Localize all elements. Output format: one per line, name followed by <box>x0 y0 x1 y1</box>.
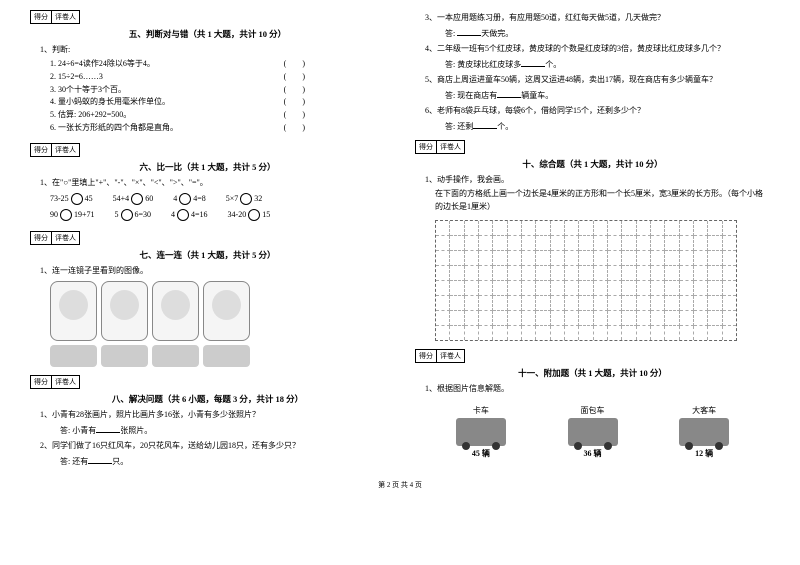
vehicle-row: 卡车 45 辆 面包车 36 辆 大客车 12 辆 <box>425 399 760 459</box>
section8: 得分 评卷人 八、解决问题（共 6 小题，每题 3 分，共计 18 分） 1、小… <box>30 375 385 467</box>
section11-lead: 1、根据图片信息解题。 <box>425 383 770 395</box>
section8-title: 八、解决问题（共 6 小题，每题 3 分，共计 18 分） <box>30 393 385 405</box>
bus-icon <box>679 418 729 446</box>
section7-lead: 1、连一连镜子里看到的图像。 <box>40 265 385 277</box>
page-footer: 第 2 页 共 4 页 <box>0 480 800 490</box>
score-box: 得分 评卷人 <box>30 375 80 389</box>
blank[interactable] <box>457 26 481 36</box>
section10-lead: 1、动手操作，我会画。 <box>425 174 770 186</box>
score-box: 得分 评卷人 <box>30 10 80 24</box>
blank[interactable] <box>497 88 521 98</box>
circle-blank[interactable] <box>240 193 252 205</box>
section5-lead: 1、判断: <box>40 44 385 56</box>
q8-1: 1、小青有28张画片，照片比画片多16张，小青有多少张照片？ <box>40 409 385 421</box>
reviewer-label: 评卷人 <box>52 11 79 23</box>
van-icon <box>568 418 618 446</box>
q8-5: 5、商店上周运进童车50辆，这周又运进48辆，卖出17辆，现在商店有多少辆童车？ <box>425 74 770 86</box>
score-label: 得分 <box>31 11 52 23</box>
a8-3: 答: 天做完。 <box>445 26 770 39</box>
section11-title: 十一、附加题（共 1 大题，共计 10 分） <box>415 367 770 379</box>
section6-title: 六、比一比（共 1 大题，共计 5 分） <box>30 161 385 173</box>
section5-title: 五、判断对与错（共 1 大题，共计 10 分） <box>30 28 385 40</box>
a8-6: 答: 还剩个。 <box>445 119 770 132</box>
circle-blank[interactable] <box>71 193 83 205</box>
drawing-grid[interactable] <box>435 220 737 341</box>
vehicle-bus: 大客车 12 辆 <box>648 399 760 459</box>
circle-blank[interactable] <box>248 209 260 221</box>
mirror-frame <box>101 281 148 341</box>
mirror-frame <box>50 281 97 341</box>
section10: 得分 评卷人 十、综合题（共 1 大题，共计 10 分） 1、动手操作，我会画。… <box>415 140 770 341</box>
judge-item: 5. 估算: 206+292=500。( ) <box>50 109 385 122</box>
a8-5: 答: 现在商店有辆童车。 <box>445 88 770 101</box>
a8-1: 答: 小青有张照片。 <box>60 423 385 436</box>
circle-blank[interactable] <box>131 193 143 205</box>
circle-blank[interactable] <box>179 193 191 205</box>
section6-lead: 1、在"○"里填上"+"、"-"、"×"、"<"、">"、"="。 <box>40 177 385 189</box>
section7: 得分 评卷人 七、连一连（共 1 大题，共计 5 分） 1、连一连镜子里看到的图… <box>30 231 385 367</box>
compare-row-2: 9019+71 56=30 44=16 34-2015 <box>50 207 385 223</box>
vehicle-van: 面包车 36 辆 <box>537 399 649 459</box>
judge-item: 3. 30个十等于3个百。( ) <box>50 84 385 97</box>
q8-4: 4、二年级一班有5个红皮球，黄皮球的个数是红皮球的3倍，黄皮球比红皮球多几个？ <box>425 43 770 55</box>
compare-row-1: 73-2545 54+460 44=8 5×732 <box>50 191 385 207</box>
circle-blank[interactable] <box>177 209 189 221</box>
section6: 得分 评卷人 六、比一比（共 1 大题，共计 5 分） 1、在"○"里填上"+"… <box>30 143 385 223</box>
judge-item: 2. 15÷2=6……3( ) <box>50 71 385 84</box>
blank[interactable] <box>521 57 545 67</box>
judge-item: 1. 24÷6=4读作24除以6等于4。( ) <box>50 58 385 71</box>
a8-2: 答: 还有只。 <box>60 454 385 467</box>
left-column: 得分 评卷人 五、判断对与错（共 1 大题，共计 10 分） 1、判断: 1. … <box>30 10 385 471</box>
section11: 得分 评卷人 十一、附加题（共 1 大题，共计 10 分） 1、根据图片信息解题… <box>415 349 770 459</box>
circle-blank[interactable] <box>121 209 133 221</box>
q8-6: 6、老师有8袋乒乓球，每袋6个，借给同学15个，还剩多少个？ <box>425 105 770 117</box>
mirror-frame <box>203 281 250 341</box>
character-icon <box>203 345 250 367</box>
blank[interactable] <box>88 454 112 464</box>
q8-2: 2、同学们做了16只红风车，20只花风车，送给幼儿园18只，还有多少只？ <box>40 440 385 452</box>
q8-3: 3、一本应用题练习册，有应用题50道，红红每天做5道，几天做完？ <box>425 12 770 24</box>
section10-desc: 在下面的方格纸上画一个边长是4厘米的正方形和一个长5厘米，宽3厘米的长方形。（每… <box>435 188 770 214</box>
truck-icon <box>456 418 506 446</box>
character-icon <box>101 345 148 367</box>
score-box: 得分 评卷人 <box>415 349 465 363</box>
vehicle-truck: 卡车 45 辆 <box>425 399 537 459</box>
mirror-frame <box>152 281 199 341</box>
score-box: 得分 评卷人 <box>415 140 465 154</box>
section10-title: 十、综合题（共 1 大题，共计 10 分） <box>415 158 770 170</box>
mirror-characters <box>50 345 250 367</box>
right-column: 3、一本应用题练习册，有应用题50道，红红每天做5道，几天做完？ 答: 天做完。… <box>415 10 770 471</box>
a8-4: 答: 黄皮球比红皮球多个。 <box>445 57 770 70</box>
page: 得分 评卷人 五、判断对与错（共 1 大题，共计 10 分） 1、判断: 1. … <box>0 0 800 476</box>
blank[interactable] <box>96 423 120 433</box>
section7-title: 七、连一连（共 1 大题，共计 5 分） <box>30 249 385 261</box>
section5-items: 1. 24÷6=4读作24除以6等于4。( ) 2. 15÷2=6……3( ) … <box>30 58 385 135</box>
character-icon <box>50 345 97 367</box>
blank[interactable] <box>473 119 497 129</box>
circle-blank[interactable] <box>60 209 72 221</box>
judge-item: 6. 一张长方形纸的四个角都是直角。( ) <box>50 122 385 135</box>
mirror-images <box>50 281 250 341</box>
score-box: 得分 评卷人 <box>30 143 80 157</box>
character-icon <box>152 345 199 367</box>
judge-item: 4. 量小蚂蚁的身长用毫米作单位。( ) <box>50 96 385 109</box>
score-box: 得分 评卷人 <box>30 231 80 245</box>
